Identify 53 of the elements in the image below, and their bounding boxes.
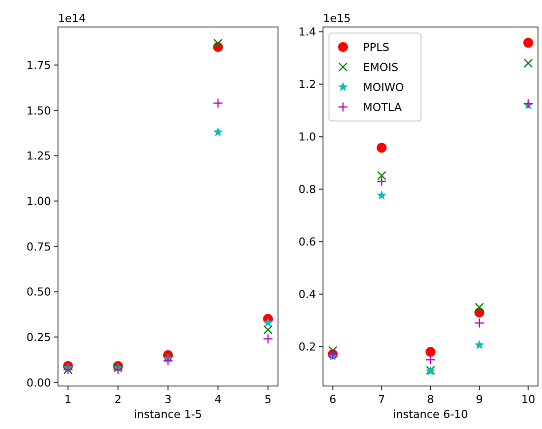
x-tick-label: 7: [378, 393, 386, 406]
point: [426, 346, 436, 357]
point: [523, 38, 534, 48]
y-tick-label: 1.50: [26, 104, 51, 118]
y-tick-label: 1.25: [26, 150, 51, 163]
y-tick-label: 0.4: [298, 288, 316, 302]
y-tick-label: 1.0: [298, 130, 316, 144]
y-tick-label: 1.2: [298, 78, 316, 92]
y-tick-label: 0.6: [298, 236, 316, 249]
x-axis-title: instance 1-5: [134, 408, 202, 421]
y-tick-label: 1.75: [26, 59, 51, 72]
point: [263, 318, 273, 327]
x-tick-label: 5: [264, 393, 272, 406]
point: [263, 325, 273, 334]
point: [376, 142, 387, 153]
x-tick-label: 9: [476, 393, 483, 406]
legend-label: MOIWO: [363, 81, 404, 94]
text: 1e14: [58, 12, 86, 25]
legend-label: MOTLA: [363, 101, 402, 114]
text: 1e15: [323, 12, 351, 25]
point: [474, 302, 484, 312]
point: [112, 364, 124, 375]
point: [213, 38, 223, 48]
y-tick-label: 0.8: [298, 183, 316, 196]
point: [524, 58, 533, 68]
x-axis-title: instance 6-10: [392, 408, 468, 421]
point: [212, 98, 224, 108]
point: [474, 340, 484, 350]
point: [474, 318, 484, 328]
legend-label: EMOIS: [363, 61, 398, 74]
x-tick-label: 8: [427, 393, 434, 406]
point: [376, 176, 387, 186]
x-tick-label: 2: [114, 393, 122, 406]
x-tick-label: 4: [214, 393, 222, 406]
point: [162, 356, 174, 366]
y-tick-label: 0.25: [26, 331, 51, 344]
y-tick-label: 0.50: [26, 286, 51, 299]
x-tick-label: 3: [164, 393, 172, 406]
y-tick-label: 1.00: [26, 195, 51, 208]
point: [425, 354, 436, 365]
point: [328, 346, 338, 356]
point: [213, 127, 223, 136]
point: [377, 170, 386, 180]
x-tick-label: 10: [521, 393, 536, 406]
x-tick-label: 6: [329, 393, 336, 406]
legend-label: PPLS: [363, 41, 390, 54]
y-tick-label: 0.2: [298, 340, 316, 354]
y-tick-label: 1.4: [298, 26, 316, 39]
point: [262, 334, 274, 344]
y-tick-label: 0.00: [26, 376, 51, 390]
y-tick-label: 0.75: [26, 240, 51, 254]
point: [376, 190, 386, 200]
x-tick-label: 1: [64, 393, 72, 406]
